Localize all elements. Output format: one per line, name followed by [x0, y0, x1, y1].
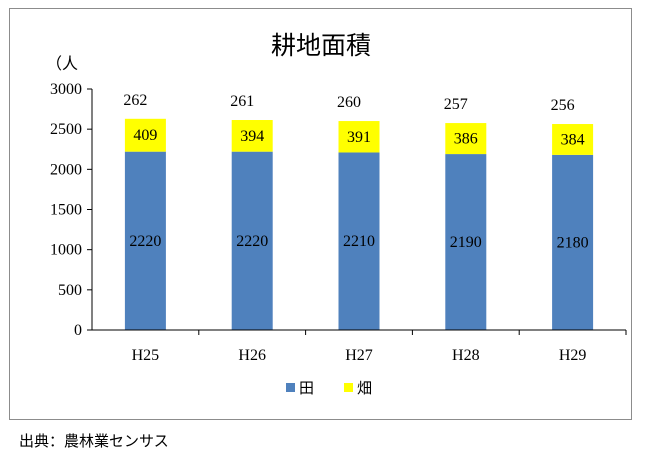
x-axis-labels: H25 H26 H27 H28 H29: [132, 330, 627, 364]
bar-segment-ta: [231, 151, 273, 330]
bar-segment-hatake: [552, 124, 594, 155]
x-tick-label: H26: [238, 347, 266, 364]
bar-segment-hatake: [445, 123, 487, 155]
y-tick-label: 1000: [50, 242, 82, 259]
data-label-ta: 2190: [450, 234, 482, 251]
x-tick-label: H28: [452, 347, 480, 364]
chart-svg: 耕地面積 （人 0 500 1000 1500 2000 2500 3000 2220 409…: [46, 31, 627, 397]
data-label-hatake: 391: [347, 129, 371, 146]
y-tick-label: 500: [58, 282, 82, 299]
x-tick-label: H25: [132, 347, 160, 364]
chart-title: 耕地面積: [271, 31, 371, 60]
legend-swatch: [344, 383, 353, 392]
y-axis-unit-label: （人: [46, 55, 78, 73]
bar-segment-ta: [552, 154, 594, 330]
data-label-ta: 2180: [557, 234, 589, 251]
bars: 2220 409 262 2220 394 261 2210 391 260 2190 386 257…: [123, 92, 594, 330]
y-tick-label: 3000: [50, 81, 82, 98]
above-bar-label: 256: [551, 97, 575, 114]
y-axis-ticks: 0 500 1000 1500 2000 2500 3000: [50, 81, 92, 339]
bar-segment-ta: [338, 152, 380, 330]
x-tick-label: H27: [345, 347, 373, 364]
y-tick-label: 0: [74, 322, 82, 339]
source-note: 出典：農林業センサス: [19, 432, 169, 450]
above-bar-label: 257: [444, 96, 468, 113]
legend-label: 田: [299, 379, 314, 397]
data-label-hatake: 409: [133, 127, 157, 144]
y-tick-label: 2000: [50, 161, 82, 178]
bar-segment-hatake: [124, 118, 166, 152]
chart-frame: 耕地面積 （人 0 500 1000 1500 2000 2500 3000 2220 409…: [9, 8, 632, 420]
data-label-ta: 2220: [236, 233, 268, 250]
legend: 田畑: [286, 379, 372, 397]
data-label-ta: 2210: [343, 233, 375, 250]
bar-segment-ta: [445, 154, 487, 330]
data-label-ta: 2220: [129, 233, 161, 250]
above-bar-label: 260: [337, 94, 361, 111]
legend-swatch: [286, 383, 295, 392]
bar-segment-ta: [124, 151, 166, 330]
x-tick-label: H29: [559, 347, 587, 364]
data-label-hatake: 394: [240, 128, 264, 145]
y-tick-label: 2500: [50, 121, 82, 138]
above-bar-label: 261: [230, 93, 254, 110]
data-label-hatake: 384: [561, 131, 585, 148]
y-tick-label: 1500: [50, 202, 82, 219]
above-bar-label: 262: [123, 92, 147, 109]
data-label-hatake: 386: [454, 131, 478, 148]
bar-segment-hatake: [231, 120, 273, 152]
legend-label: 畑: [357, 379, 372, 397]
bar-segment-hatake: [338, 121, 380, 153]
